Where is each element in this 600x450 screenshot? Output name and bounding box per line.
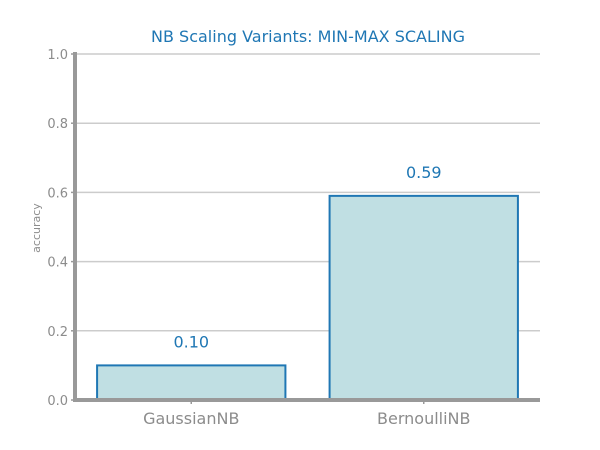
x-tick-label: BernoulliNB	[377, 409, 470, 428]
bar-bernoullinb	[328, 194, 519, 401]
x-tick-label: GaussianNB	[143, 409, 239, 428]
y-tick-label: 0.2	[47, 325, 68, 340]
tick-labels: 0.0 0.2 0.4 0.6 0.8 1.0 GaussianNB BernoulliNB	[47, 48, 470, 428]
y-tick-label: 0.4	[47, 256, 68, 271]
data-labels: 0.10 0.59	[173, 163, 441, 352]
y-tick-label: 0.6	[47, 186, 68, 201]
bar-gaussiannb	[96, 364, 287, 401]
y-axis-label: accuracy	[30, 203, 43, 253]
chart-title: NB Scaling Variants: MIN-MAX SCALING	[151, 27, 465, 46]
y-tick-label: 0.8	[47, 117, 68, 132]
data-label: 0.10	[173, 332, 209, 351]
y-tick-label: 0.0	[47, 394, 68, 409]
bars	[96, 194, 519, 401]
axes	[71, 52, 540, 404]
y-tick-label: 1.0	[47, 48, 68, 63]
data-label: 0.59	[406, 163, 442, 182]
